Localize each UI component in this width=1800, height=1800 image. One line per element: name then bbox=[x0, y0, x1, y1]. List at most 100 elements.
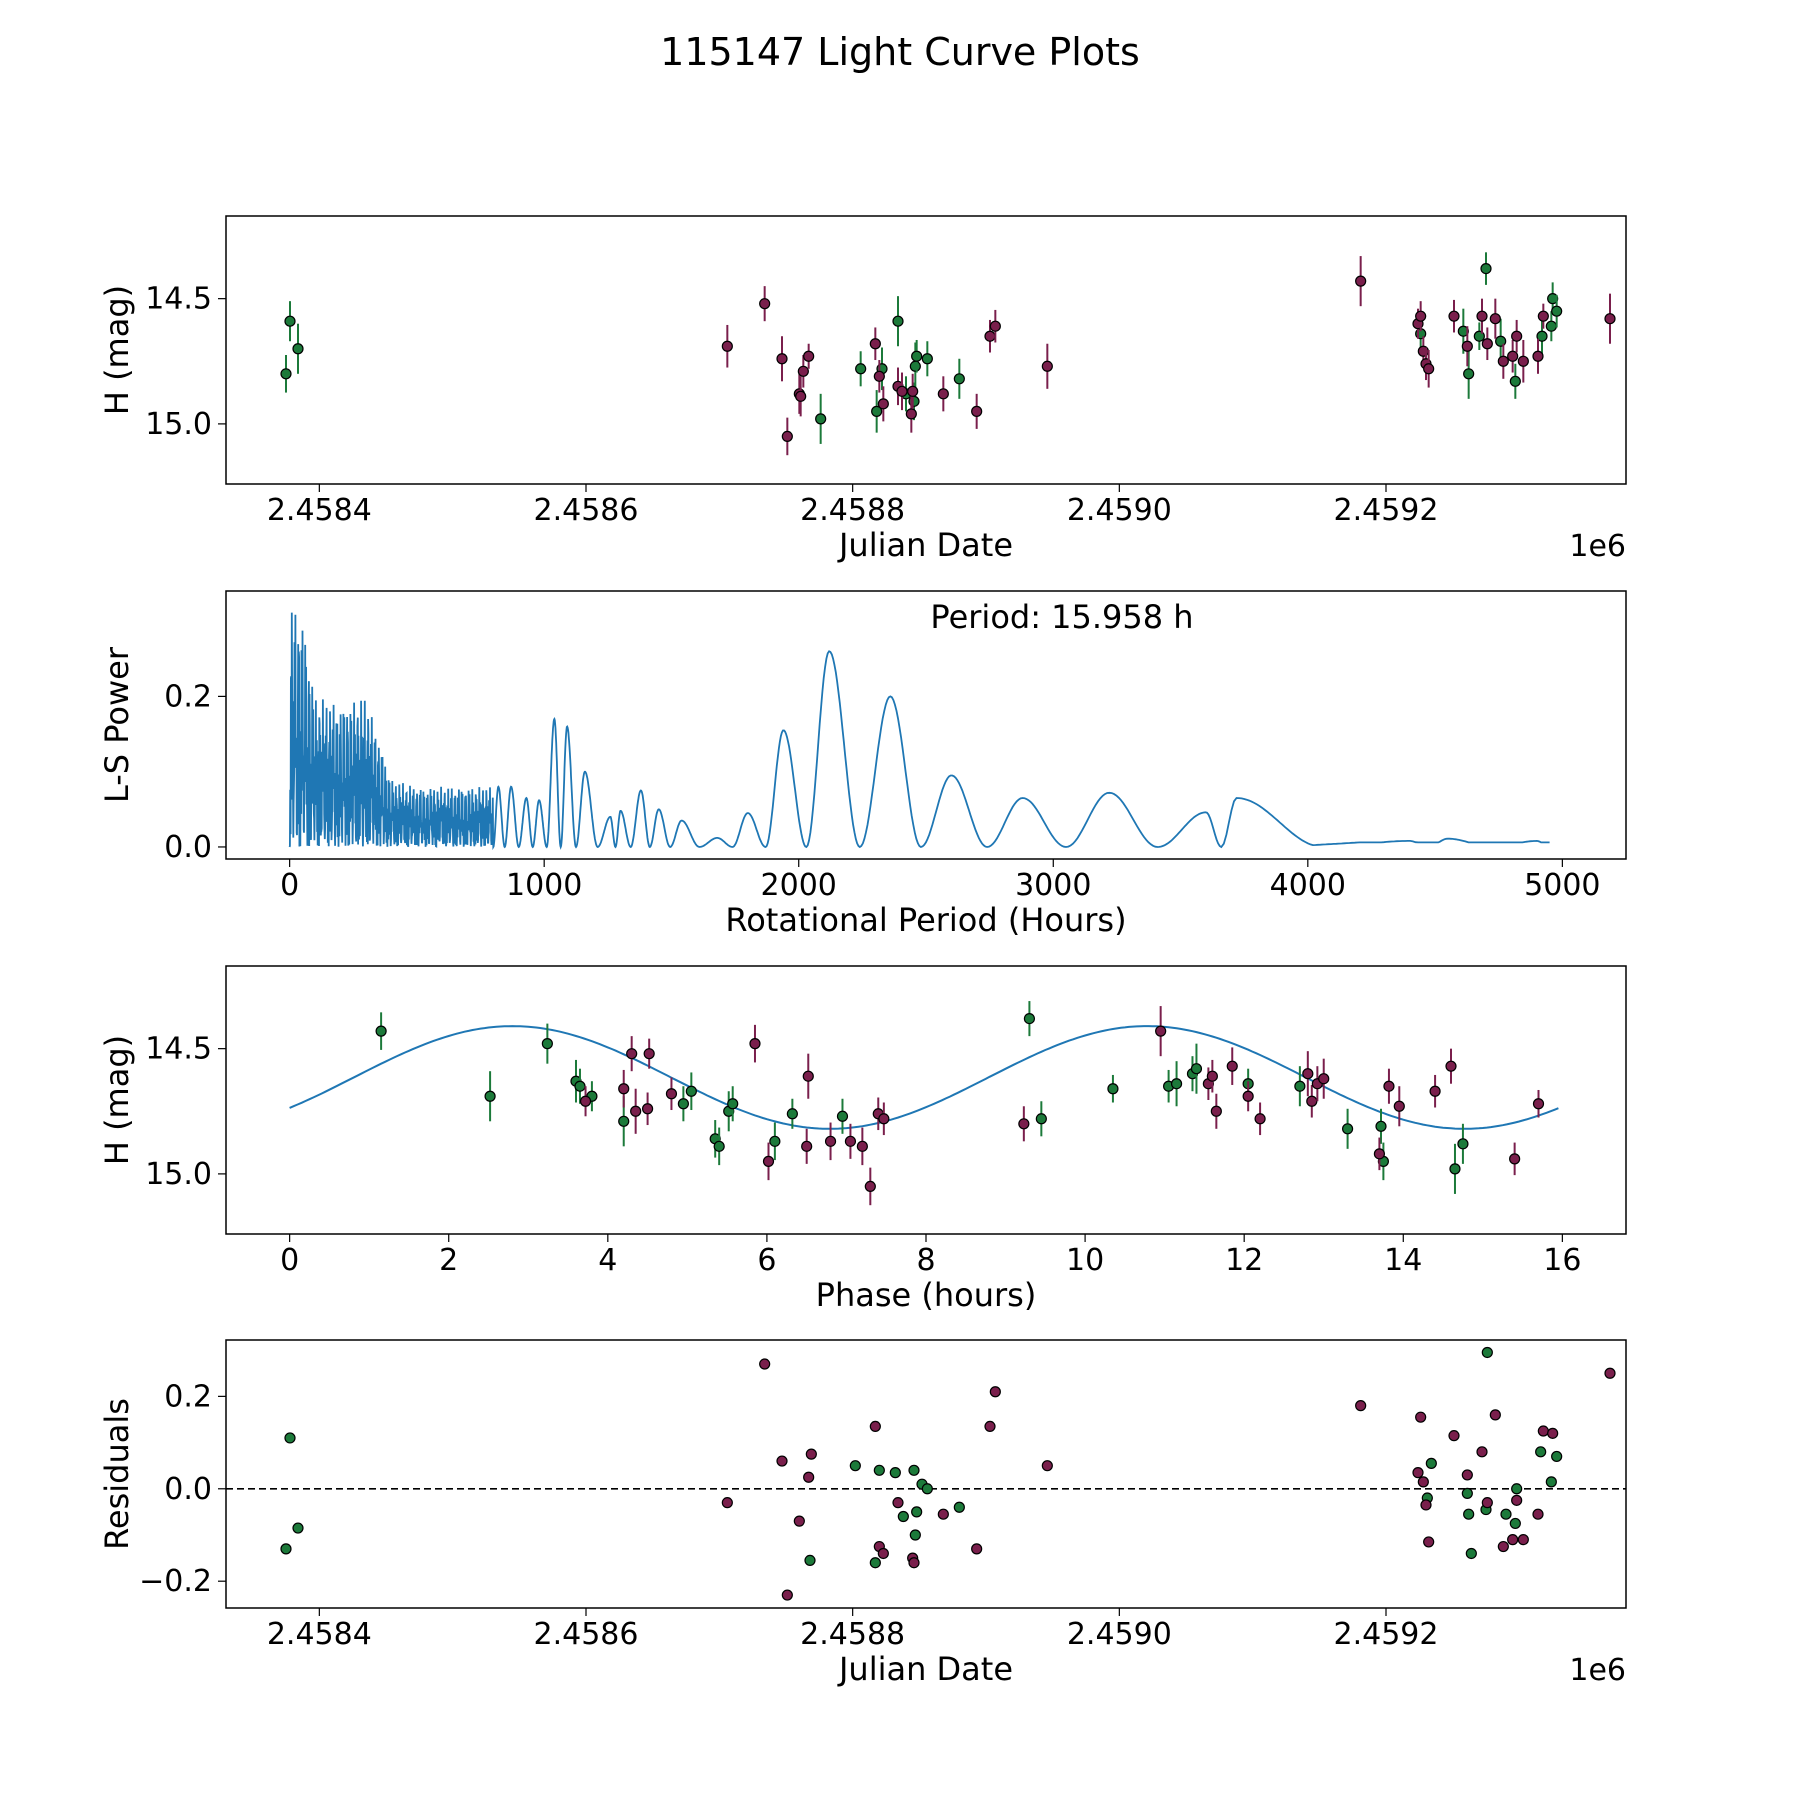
lc-point-purple bbox=[937, 388, 949, 400]
ls-xtick-label: 0 bbox=[280, 868, 299, 903]
phase-point-purple bbox=[1155, 1025, 1167, 1037]
phase-point-green bbox=[1375, 1120, 1387, 1132]
res-point-purple bbox=[721, 1497, 733, 1509]
res-point-green bbox=[1481, 1346, 1493, 1359]
phase-point-purple bbox=[1226, 1060, 1238, 1072]
phase-xtick-label: 14 bbox=[1384, 1243, 1422, 1278]
lc-point-green bbox=[280, 368, 292, 380]
ls-ytick-label: 0.2 bbox=[164, 679, 212, 714]
res-point-green bbox=[1463, 1508, 1475, 1520]
lc-point-purple bbox=[1415, 310, 1427, 322]
res-point-purple bbox=[1476, 1446, 1488, 1458]
lc-point-purple bbox=[795, 390, 807, 402]
lc-point-purple bbox=[905, 408, 917, 420]
res-xtick-label: 2.4586 bbox=[534, 1617, 639, 1652]
res-point-purple bbox=[1537, 1425, 1549, 1437]
phase-point-purple bbox=[1254, 1113, 1266, 1125]
phase-point-purple bbox=[802, 1070, 814, 1082]
res-point-purple bbox=[1448, 1430, 1460, 1442]
lc-xtick-label: 2.4592 bbox=[1334, 493, 1439, 528]
lc-point-purple bbox=[759, 298, 771, 310]
phase-point-purple bbox=[856, 1140, 868, 1152]
lc-point-purple bbox=[873, 370, 885, 382]
phase-point-green bbox=[541, 1038, 553, 1050]
lc-point-purple bbox=[1497, 355, 1509, 367]
lc-point-green bbox=[911, 350, 923, 362]
phase-point-green bbox=[685, 1085, 697, 1097]
lc-point-green bbox=[909, 360, 921, 372]
res-point-purple bbox=[1417, 1476, 1429, 1488]
res-point-green bbox=[911, 1506, 923, 1518]
res-point-purple bbox=[1461, 1469, 1473, 1481]
lc-point-purple bbox=[877, 398, 889, 410]
res-point-purple bbox=[869, 1420, 881, 1433]
figure-title: 115147 Light Curve Plots bbox=[660, 30, 1140, 74]
res-point-green bbox=[292, 1522, 304, 1534]
lc-point-green bbox=[1551, 305, 1563, 317]
phase-point-purple bbox=[1373, 1148, 1386, 1160]
lc-ytick-label: 15.0 bbox=[145, 407, 212, 442]
phase-point-green bbox=[1449, 1163, 1461, 1175]
ls-xtick-label: 4000 bbox=[1270, 868, 1346, 903]
ls-axes-frame bbox=[225, 590, 1627, 860]
phase-point-purple bbox=[579, 1095, 592, 1107]
lc-point-purple bbox=[776, 353, 788, 365]
ls-xlabel: Rotational Period (Hours) bbox=[725, 901, 1126, 939]
res-point-purple bbox=[759, 1358, 771, 1370]
res-xtick-label: 2.4592 bbox=[1334, 1617, 1439, 1652]
lc-point-green bbox=[1509, 375, 1521, 387]
phase-point-purple bbox=[824, 1135, 837, 1147]
res-point-purple bbox=[984, 1420, 996, 1433]
phase-xtick-label: 6 bbox=[757, 1243, 776, 1278]
res-point-purple bbox=[1412, 1467, 1424, 1479]
res-point-green bbox=[889, 1467, 901, 1479]
lc-point-purple bbox=[1476, 310, 1488, 322]
phase-point-purple bbox=[643, 1048, 655, 1060]
phase-ylabel: H (mag) bbox=[98, 1035, 136, 1165]
res-point-green bbox=[1461, 1487, 1473, 1500]
phase-point-purple bbox=[1306, 1095, 1318, 1107]
phase-point-green bbox=[786, 1108, 798, 1120]
phase-point-purple bbox=[1532, 1098, 1545, 1110]
lc-offset-text: 1e6 bbox=[1569, 529, 1626, 564]
phase-point-green bbox=[484, 1090, 496, 1102]
res-point-purple bbox=[971, 1543, 983, 1555]
lc-axes-frame bbox=[225, 215, 1627, 485]
lc-xtick-label: 2.4584 bbox=[267, 493, 372, 528]
phase-point-purple bbox=[762, 1155, 775, 1167]
lc-point-green bbox=[1495, 335, 1507, 347]
phase-point-green bbox=[1107, 1083, 1119, 1095]
lc-point-green bbox=[953, 373, 965, 385]
phase-point-green bbox=[836, 1110, 849, 1122]
res-point-purple bbox=[1041, 1460, 1053, 1472]
phase-point-purple bbox=[801, 1140, 813, 1152]
phase-point-green bbox=[727, 1098, 739, 1110]
lc-point-green bbox=[815, 413, 827, 425]
phase-point-purple bbox=[1210, 1105, 1222, 1117]
lc-point-green bbox=[292, 343, 304, 355]
ls-xtick-label: 2000 bbox=[761, 868, 837, 903]
lc-point-purple bbox=[1355, 275, 1367, 287]
lc-xtick-label: 2.4586 bbox=[534, 493, 639, 528]
phase-xtick-label: 16 bbox=[1543, 1243, 1581, 1278]
ls-xtick-label: 5000 bbox=[1524, 868, 1600, 903]
phase-fit-curve bbox=[289, 1025, 1559, 1130]
lc-point-green bbox=[921, 353, 933, 365]
res-xtick-label: 2.4590 bbox=[1067, 1617, 1172, 1652]
lc-point-purple bbox=[1423, 363, 1435, 375]
res-point-green bbox=[1545, 1476, 1557, 1488]
lc-point-green bbox=[1463, 368, 1475, 380]
phase-point-purple bbox=[1429, 1085, 1441, 1097]
res-point-purple bbox=[781, 1589, 793, 1601]
res-point-purple bbox=[1517, 1534, 1529, 1546]
res-axes-frame bbox=[225, 1339, 1627, 1609]
phase-point-green bbox=[677, 1098, 689, 1110]
phase-point-green bbox=[1170, 1078, 1183, 1090]
phase-xtick-label: 0 bbox=[280, 1243, 299, 1278]
lc-ylabel: H (mag) bbox=[98, 285, 136, 415]
res-point-purple bbox=[1532, 1508, 1544, 1520]
lc-point-green bbox=[892, 315, 904, 327]
res-point-purple bbox=[908, 1557, 920, 1569]
phase-point-green bbox=[769, 1135, 781, 1147]
phase-point-green bbox=[1341, 1123, 1354, 1135]
